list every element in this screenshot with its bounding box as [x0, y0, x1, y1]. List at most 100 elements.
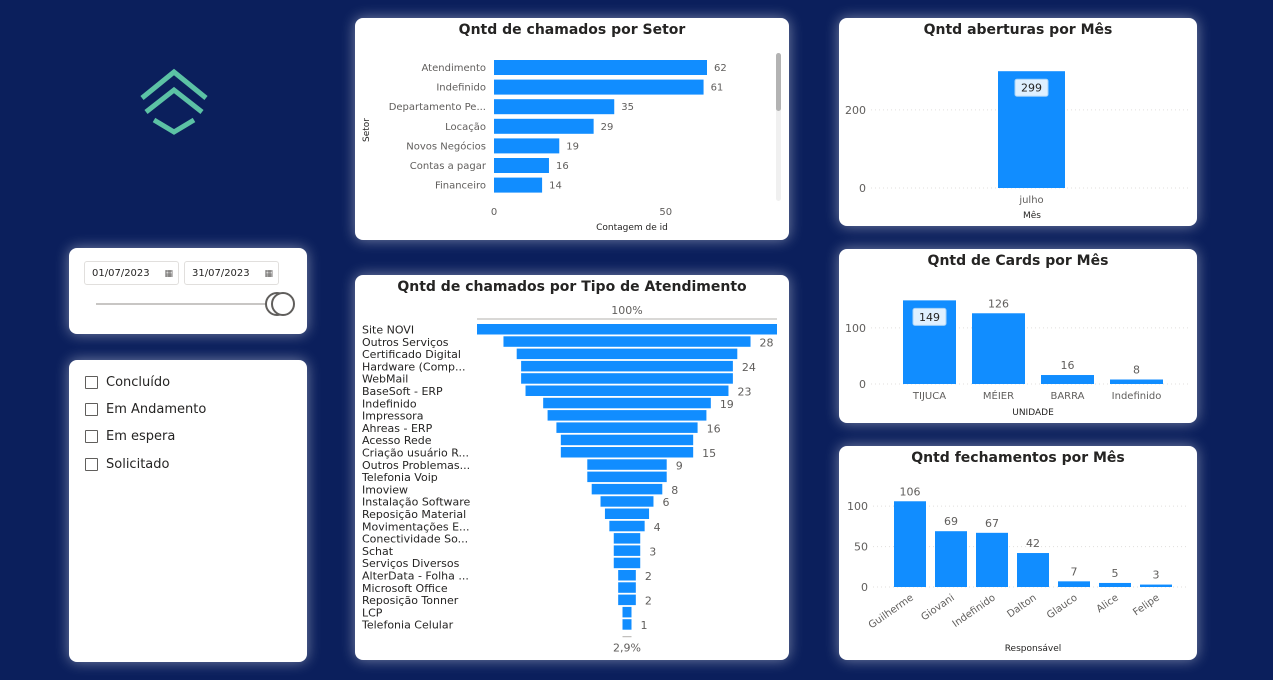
status-label: Em espera	[106, 428, 176, 444]
data-label-box	[912, 307, 947, 326]
category-label: Ahreas - ERP	[362, 422, 433, 435]
date-filter-card: 01/07/2023 ▦ 31/07/2023 ▦	[69, 248, 307, 334]
bar	[1017, 553, 1049, 587]
funnel-bar	[556, 422, 698, 433]
end-date-input[interactable]: 31/07/2023 ▦	[184, 261, 279, 285]
bar	[1041, 375, 1094, 384]
category-label: AlterData - Folha ...	[362, 570, 469, 583]
funnel-top-label: 100%	[611, 304, 642, 317]
status-option-solicitado[interactable]: Solicitado	[85, 454, 169, 474]
funnel-bar	[525, 385, 729, 396]
data-label: 16	[556, 161, 569, 172]
bar	[494, 177, 543, 193]
data-label: 106	[900, 485, 921, 498]
checkbox[interactable]	[85, 429, 98, 443]
funnel-bar	[560, 447, 694, 458]
bar	[494, 99, 615, 115]
funnel-bar	[618, 594, 636, 606]
x-tick-label: MÉIER	[983, 389, 1014, 402]
x-axis-title: Contagem de id	[596, 223, 668, 233]
status-option-em-espera[interactable]: Em espera	[85, 426, 175, 446]
data-label: 62	[714, 63, 727, 74]
funnel-bar	[609, 520, 645, 532]
data-label: 1	[641, 619, 648, 632]
checkbox[interactable]	[85, 457, 98, 471]
house-logo-icon	[140, 68, 208, 135]
category-label: Certificado Digital	[362, 348, 461, 361]
x-tick-label: Giovani	[919, 592, 956, 623]
category-label: Instalação Software	[362, 496, 471, 509]
calendar-icon[interactable]: ▦	[264, 269, 273, 279]
checkbox[interactable]	[85, 375, 98, 389]
setor-bar-chart: Setor Atendimento 62 Indefinido 61 Departamen…	[362, 60, 727, 233]
vertical-scrollbar[interactable]	[776, 53, 781, 201]
data-label: 35	[621, 102, 634, 113]
funnel-bar	[587, 459, 667, 470]
calendar-icon[interactable]: ▦	[164, 269, 173, 279]
start-date-input[interactable]: 01/07/2023 ▦	[84, 261, 179, 285]
category-label: Reposição Tonner	[362, 594, 459, 607]
bar	[494, 60, 707, 75]
fechamentos-bar-chart: 0 50 100 106 Guilherme 69 Giovani 67 Indefinido 4…	[847, 485, 1189, 654]
category-label: Novos Negócios	[406, 140, 486, 152]
x-tick-label: 0	[491, 207, 497, 218]
status-option-em-andamento[interactable]: Em Andamento	[85, 399, 206, 419]
chart-title: Qntd aberturas por Mês	[923, 22, 1113, 38]
y-tick-label: 50	[854, 541, 868, 554]
checkbox[interactable]	[85, 402, 98, 416]
bar	[972, 313, 1025, 384]
y-tick-label: 100	[847, 500, 868, 513]
funnel-bar	[516, 348, 738, 360]
category-label: Outros Problemas...	[362, 459, 470, 472]
status-label: Concluído	[106, 374, 171, 390]
category-label: Acesso Rede	[362, 434, 432, 447]
bar	[494, 138, 560, 154]
status-label: Solicitado	[106, 456, 170, 472]
x-tick-label: julho	[1018, 195, 1043, 206]
data-label: 19	[720, 398, 734, 411]
date-range-track[interactable]	[96, 303, 286, 305]
funnel-bar	[622, 606, 632, 618]
status-option-concluido[interactable]: Concluído	[85, 372, 170, 392]
data-label-box	[1014, 78, 1049, 97]
cards-bar-chart: 0 100 149 TIJUCA 126 MÉIER 16 BARRA 8 Indefinido U…	[845, 297, 1189, 418]
data-label: 4	[654, 521, 661, 534]
x-tick-label: Indefinido	[951, 592, 998, 630]
data-label: 42	[1026, 537, 1040, 550]
funnel-bar	[613, 533, 641, 544]
data-label: 126	[988, 297, 1009, 310]
data-label: 2	[645, 570, 652, 583]
scrollbar-thumb[interactable]	[776, 53, 781, 111]
bar	[894, 501, 926, 587]
data-label: 5	[1112, 567, 1119, 580]
funnel-bar	[560, 434, 694, 446]
funnel-bar	[521, 373, 733, 384]
data-label: 8	[671, 484, 678, 497]
data-label: 3	[1153, 569, 1160, 582]
tipo-atendimento-card: Qntd de chamados por Tipo de Atendimento…	[355, 275, 789, 660]
aberturas-chart-card: Qntd aberturas por Mês 0 200 299 julho Mês	[839, 18, 1197, 226]
y-tick-label: 100	[845, 322, 866, 335]
y-tick-label: 0	[859, 182, 866, 195]
chart-title: Qntd fechamentos por Mês	[911, 450, 1125, 466]
funnel-bar	[604, 508, 650, 519]
data-label: 19	[566, 141, 579, 152]
category-label: Departamento Pe...	[389, 102, 486, 113]
funnel-bar	[477, 324, 777, 335]
data-label: 299	[1021, 82, 1042, 95]
category-label: Impressora	[362, 410, 423, 423]
category-label: BaseSoft - ERP	[362, 385, 443, 398]
category-label: Telefonia Voip	[361, 471, 438, 484]
category-label: LCP	[362, 606, 383, 619]
funnel-bar	[503, 336, 751, 347]
category-label: Imoview	[362, 483, 408, 496]
category-label: Financeiro	[435, 181, 486, 192]
category-label: Microsoft Office	[362, 582, 448, 595]
category-label: WebMail	[362, 373, 408, 386]
funnel-bar	[587, 471, 667, 483]
date-range-handle-end[interactable]	[271, 292, 295, 316]
data-label: 15	[702, 447, 716, 460]
x-tick-label: Dalton	[1005, 592, 1038, 620]
funnel-bar	[543, 397, 711, 409]
bar	[1140, 584, 1172, 587]
